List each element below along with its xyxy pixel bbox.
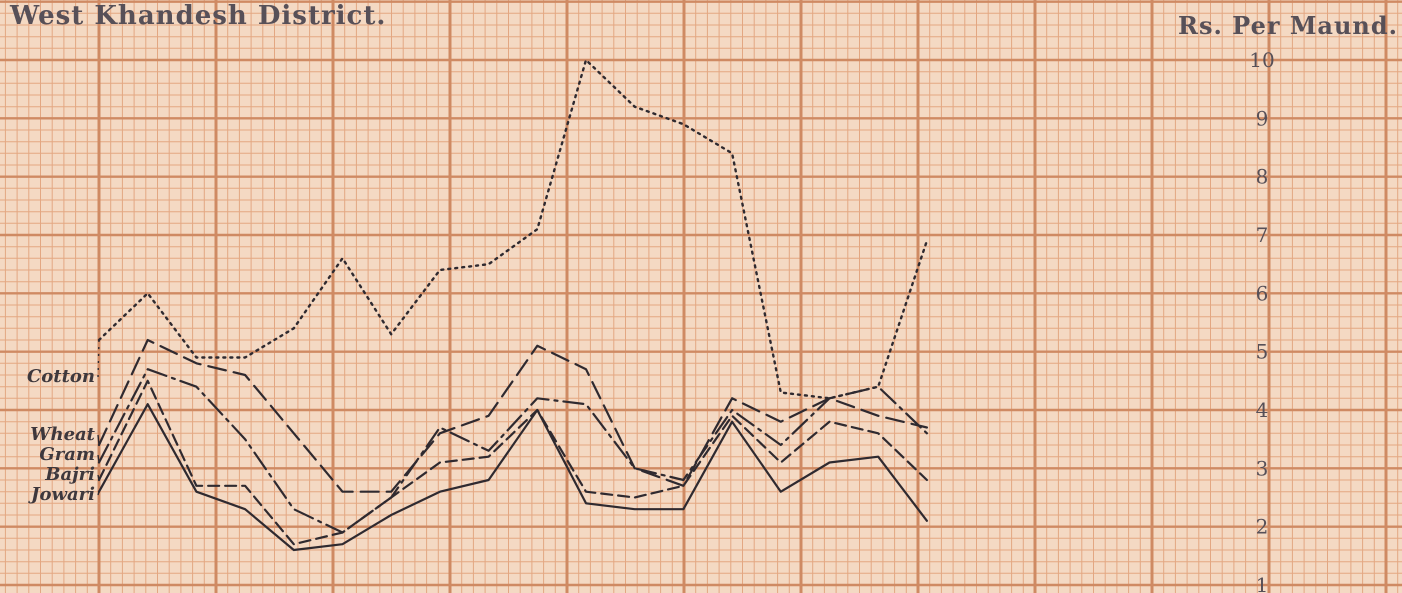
y-tick-label-10: 10 bbox=[1249, 48, 1274, 72]
chart-title: West Khandesh District. bbox=[9, 1, 386, 31]
series-line-wheat bbox=[97, 338, 928, 493]
series-label-leader-gram bbox=[97, 454, 100, 463]
series-label-leader-jowari bbox=[97, 491, 100, 496]
y-tick-label-8: 8 bbox=[1256, 165, 1269, 189]
y-tick-label-2: 2 bbox=[1256, 515, 1269, 539]
y-tick-label-5: 5 bbox=[1256, 340, 1269, 364]
price-series-lines bbox=[97, 58, 929, 552]
y-axis-ticks: 1 2 3 4 5 6 7 8 9 10 bbox=[1249, 48, 1274, 593]
y-tick-label-4: 4 bbox=[1256, 398, 1269, 422]
y-tick-label-1: 1 bbox=[1256, 573, 1269, 593]
y-axis-label: Rs. Per Maund. bbox=[1178, 11, 1398, 40]
series-label-wheat: Wheat bbox=[30, 424, 95, 445]
series-line-cotton bbox=[97, 58, 929, 400]
y-tick-label-6: 6 bbox=[1256, 281, 1269, 305]
y-tick-label-9: 9 bbox=[1256, 106, 1269, 130]
series-label-bajri: Bajri bbox=[44, 464, 95, 485]
y-tick-label-7: 7 bbox=[1256, 223, 1269, 247]
series-line-jowari bbox=[97, 403, 928, 552]
series-label-leader-wheat bbox=[97, 434, 100, 446]
series-line-bajri bbox=[97, 379, 928, 546]
series-label-cotton: Cotton bbox=[27, 366, 95, 387]
series-label-leader-bajri bbox=[97, 474, 100, 481]
series-label-jowari: Jowari bbox=[28, 484, 95, 505]
series-label-gram: Gram bbox=[39, 444, 95, 465]
y-tick-label-3: 3 bbox=[1256, 456, 1269, 480]
series-line-gram bbox=[97, 368, 928, 534]
